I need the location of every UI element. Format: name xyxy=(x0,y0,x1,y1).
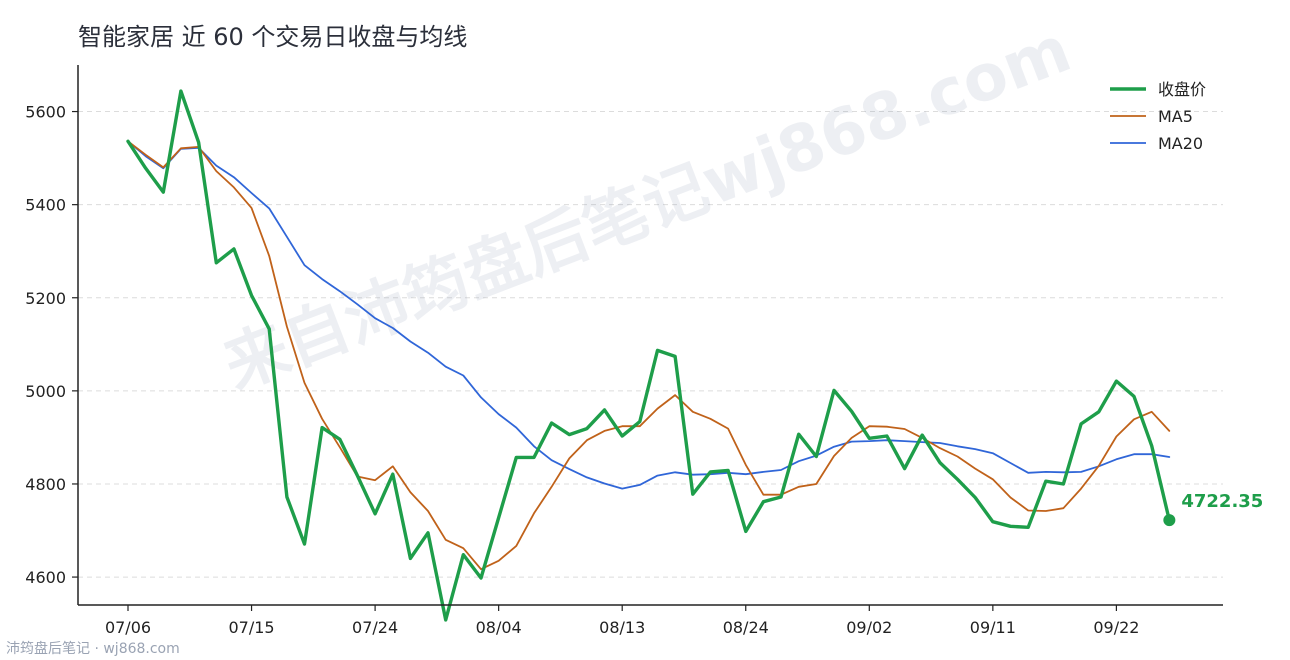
series-line-0 xyxy=(126,89,1172,622)
x-tick-label: 08/04 xyxy=(476,618,522,637)
x-tick-label: 08/24 xyxy=(723,618,769,637)
last-value-label: 4722.35 xyxy=(1181,491,1263,512)
grid-lines xyxy=(78,111,1223,578)
annotations: 4722.35 xyxy=(1163,491,1263,527)
watermark: 来自沛筠盘后笔记wj868.com xyxy=(214,13,1080,404)
watermark-text: 来自沛筠盘后笔记wj868.com xyxy=(214,13,1080,404)
y-tick-label: 5000 xyxy=(25,382,66,401)
x-tick-label: 07/06 xyxy=(105,618,151,637)
legend: 收盘价 MA5 MA20 xyxy=(1110,80,1206,153)
x-tick-label: 09/02 xyxy=(846,618,892,637)
x-tick-label: 07/15 xyxy=(228,618,274,637)
legend-label-2: MA20 xyxy=(1158,134,1203,153)
legend-label-0: 收盘价 xyxy=(1158,80,1206,99)
x-tick-label: 09/22 xyxy=(1093,618,1139,637)
legend-label-1: MA5 xyxy=(1158,107,1193,126)
x-tick-label: 08/13 xyxy=(599,618,645,637)
y-tick-label: 5200 xyxy=(25,289,66,308)
last-point-marker xyxy=(1163,514,1176,527)
chart-title: 智能家居 近 60 个交易日收盘与均线 xyxy=(78,23,467,51)
x-tick-label: 07/24 xyxy=(352,618,398,637)
series-layer xyxy=(126,89,1172,622)
series-line-2 xyxy=(127,140,1171,490)
x-tick-label: 09/11 xyxy=(970,618,1016,637)
y-tick-label: 5600 xyxy=(25,103,66,122)
y-tick-label: 4600 xyxy=(25,568,66,587)
axes: 4600 4800 5000 5200 5400 5600 07/06 07/15 07/24 0… xyxy=(25,65,1223,637)
y-tick-label: 4800 xyxy=(25,475,66,494)
y-tick-label: 5400 xyxy=(25,196,66,215)
footer-credit: 沛筠盘后笔记 · wj868.com xyxy=(6,640,180,657)
series-line-1 xyxy=(127,140,1171,571)
